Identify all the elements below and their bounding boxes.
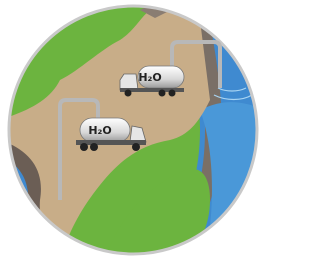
page: {"trucks": [{"label": "H₂O"}, {"label": … <box>0 0 267 259</box>
truck-label: H₂O <box>88 124 111 137</box>
truck-label: H₂O <box>138 71 161 84</box>
illustration: H₂O H₂O <box>0 0 267 259</box>
